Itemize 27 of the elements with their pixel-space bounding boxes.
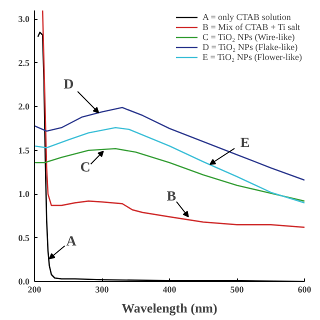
x-tick-label: 200	[28, 284, 42, 294]
legend-label: D = TiO₂ NPs (Flake-like)	[202, 42, 298, 52]
x-tick-label: 600	[298, 284, 312, 294]
legend-label: B = Mix of CTAB + Ti salt	[202, 22, 300, 32]
x-axis-title: Wavelength (nm)	[122, 300, 218, 316]
annotation: D	[64, 77, 74, 92]
legend-label: E = TiO₂ NPs (Flower-like)	[202, 52, 302, 62]
x-tick-label: 400	[162, 284, 177, 294]
line-series	[34, 148, 304, 202]
annotation: A	[66, 234, 78, 250]
line-series	[34, 106, 304, 181]
line-series	[34, 126, 304, 204]
y-tick-label: 1.0	[18, 189, 30, 200]
x-tick-label: 300	[95, 284, 110, 294]
legend-label: C = TiO₂ NPs (Wire-like)	[202, 32, 295, 42]
annotation: E	[240, 136, 250, 151]
y-tick-label: 0.0	[18, 276, 30, 286]
y-tick-label: 2.0	[18, 102, 30, 112]
y-tick-label: 1.5	[18, 145, 30, 156]
y-tick-label: 2.5	[18, 58, 30, 68]
annotation: B	[166, 189, 176, 204]
y-tick-label: 3.0	[18, 14, 30, 24]
y-tick-label: 0.5	[18, 232, 30, 243]
x-tick-label: 500	[230, 284, 244, 294]
legend-label: A = only CTAB solution	[202, 12, 291, 22]
line-series	[42, 10, 304, 228]
annotation: C	[80, 160, 90, 176]
